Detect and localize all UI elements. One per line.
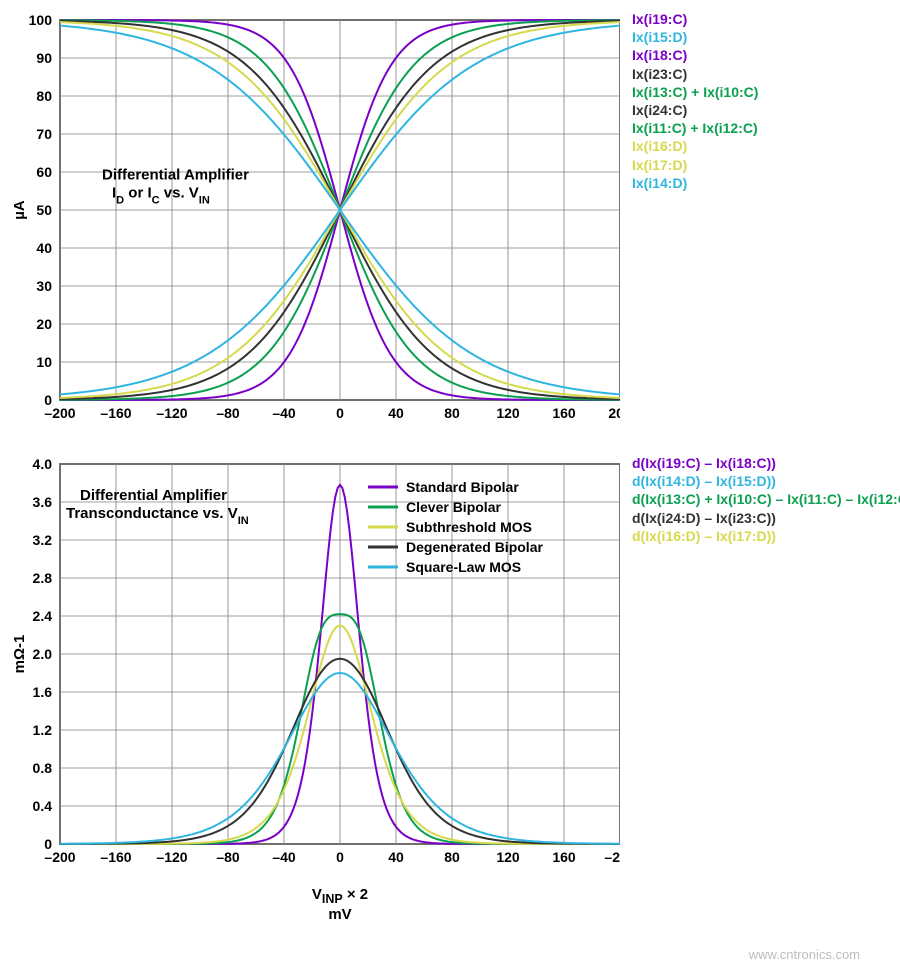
svg-text:–120: –120 bbox=[156, 405, 187, 421]
svg-text:2.0: 2.0 bbox=[33, 646, 53, 662]
svg-text:70: 70 bbox=[36, 126, 52, 142]
svg-text:–40: –40 bbox=[272, 849, 296, 865]
svg-text:20: 20 bbox=[36, 316, 52, 332]
svg-text:Standard Bipolar: Standard Bipolar bbox=[406, 479, 519, 495]
svg-text:50: 50 bbox=[36, 202, 52, 218]
legend-entry: d(Ix(i19:C) – Ix(i18:C)) bbox=[632, 454, 900, 472]
svg-text:Differential Amplifier: Differential Amplifier bbox=[102, 167, 249, 184]
top-chart-svg: –200–160–120–80–400408012016020001020304… bbox=[10, 10, 620, 430]
legend-entry: Ix(i11:C) + Ix(i12:C) bbox=[632, 119, 758, 137]
svg-text:0: 0 bbox=[336, 405, 344, 421]
svg-text:40: 40 bbox=[388, 405, 404, 421]
svg-text:120: 120 bbox=[496, 405, 520, 421]
legend-entry: Ix(i16:D) bbox=[632, 137, 758, 155]
svg-text:10: 10 bbox=[36, 354, 52, 370]
svg-text:3.6: 3.6 bbox=[33, 494, 53, 510]
svg-text:ID or IC vs. VIN: ID or IC vs. VIN bbox=[112, 185, 210, 207]
svg-text:1.6: 1.6 bbox=[33, 684, 53, 700]
svg-text:80: 80 bbox=[444, 849, 460, 865]
svg-text:–200: –200 bbox=[604, 849, 620, 865]
svg-text:0: 0 bbox=[44, 392, 52, 408]
legend-entry: Ix(i19:C) bbox=[632, 10, 758, 28]
bottom-side-legend: d(Ix(i19:C) – Ix(i18:C))d(Ix(i14:D) – Ix… bbox=[632, 454, 900, 545]
svg-text:60: 60 bbox=[36, 164, 52, 180]
svg-text:–40: –40 bbox=[272, 405, 296, 421]
svg-text:Differential Amplifier: Differential Amplifier bbox=[80, 487, 227, 504]
top-chart: –200–160–120–80–400408012016020001020304… bbox=[10, 10, 620, 430]
svg-text:mΩ-1: mΩ-1 bbox=[11, 635, 28, 674]
watermark: www.cntronics.com bbox=[10, 947, 860, 962]
svg-text:2.4: 2.4 bbox=[33, 608, 53, 624]
svg-text:–160: –160 bbox=[100, 405, 131, 421]
svg-text:0.4: 0.4 bbox=[33, 798, 53, 814]
svg-text:80: 80 bbox=[444, 405, 460, 421]
svg-text:Transconductance vs. VIN: Transconductance vs. VIN bbox=[66, 505, 249, 527]
svg-text:1.2: 1.2 bbox=[33, 722, 53, 738]
svg-text:80: 80 bbox=[36, 88, 52, 104]
svg-text:160: 160 bbox=[552, 405, 576, 421]
bottom-chart-svg: –200–160–120–80–4004080120160–20000.40.8… bbox=[10, 454, 620, 884]
legend-entry: Ix(i18:C) bbox=[632, 46, 758, 64]
svg-text:–160: –160 bbox=[100, 849, 131, 865]
legend-entry: d(Ix(i16:D) – Ix(i17:D)) bbox=[632, 527, 900, 545]
svg-text:0: 0 bbox=[336, 849, 344, 865]
svg-text:0: 0 bbox=[44, 836, 52, 852]
svg-text:Square-Law MOS: Square-Law MOS bbox=[406, 559, 521, 575]
svg-text:200: 200 bbox=[608, 405, 620, 421]
legend-entry: d(Ix(i13:C) + Ix(i10:C) – Ix(i11:C) – Ix… bbox=[632, 490, 900, 508]
svg-text:2.8: 2.8 bbox=[33, 570, 53, 586]
top-panel: –200–160–120–80–400408012016020001020304… bbox=[10, 10, 890, 430]
top-side-legend: Ix(i19:C)Ix(i15:D)Ix(i18:C)Ix(i23:C)Ix(i… bbox=[632, 10, 758, 192]
svg-text:µA: µA bbox=[11, 200, 28, 220]
legend-entry: Ix(i15:D) bbox=[632, 28, 758, 46]
legend-entry: Ix(i13:C) + Ix(i10:C) bbox=[632, 83, 758, 101]
legend-entry: Ix(i17:D) bbox=[632, 156, 758, 174]
svg-text:Clever Bipolar: Clever Bipolar bbox=[406, 499, 501, 515]
xaxis-line2: mV bbox=[60, 906, 620, 923]
svg-text:90: 90 bbox=[36, 50, 52, 66]
legend-entry: d(Ix(i24:D) – Ix(i23:C)) bbox=[632, 509, 900, 527]
svg-text:40: 40 bbox=[36, 240, 52, 256]
svg-text:100: 100 bbox=[29, 12, 53, 28]
svg-text:160: 160 bbox=[552, 849, 576, 865]
bottom-chart: –200–160–120–80–4004080120160–20000.40.8… bbox=[10, 454, 620, 923]
svg-text:120: 120 bbox=[496, 849, 520, 865]
bottom-xaxis-label: VINP × 2 mV bbox=[60, 886, 620, 923]
bottom-panel: –200–160–120–80–4004080120160–20000.40.8… bbox=[10, 454, 890, 923]
svg-text:30: 30 bbox=[36, 278, 52, 294]
svg-text:Subthreshold MOS: Subthreshold MOS bbox=[406, 519, 532, 535]
legend-entry: Ix(i24:C) bbox=[632, 101, 758, 119]
svg-text:40: 40 bbox=[388, 849, 404, 865]
svg-text:3.2: 3.2 bbox=[33, 532, 53, 548]
legend-entry: Ix(i14:D) bbox=[632, 174, 758, 192]
legend-entry: Ix(i23:C) bbox=[632, 65, 758, 83]
svg-text:–80: –80 bbox=[216, 405, 240, 421]
legend-entry: d(Ix(i14:D) – Ix(i15:D)) bbox=[632, 472, 900, 490]
svg-text:–120: –120 bbox=[156, 849, 187, 865]
xaxis-line1: VINP × 2 bbox=[312, 886, 368, 903]
svg-text:–80: –80 bbox=[216, 849, 240, 865]
svg-text:0.8: 0.8 bbox=[33, 760, 53, 776]
svg-text:4.0: 4.0 bbox=[33, 456, 53, 472]
svg-text:Degenerated Bipolar: Degenerated Bipolar bbox=[406, 539, 543, 555]
